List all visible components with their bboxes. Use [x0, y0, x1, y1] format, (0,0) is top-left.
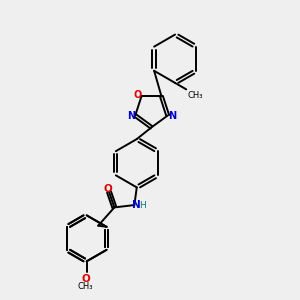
Text: CH₃: CH₃ — [188, 91, 203, 100]
Text: O: O — [81, 274, 90, 284]
Text: N: N — [127, 111, 135, 121]
Text: O: O — [103, 184, 112, 194]
Text: N: N — [132, 200, 140, 210]
Text: H: H — [139, 201, 145, 210]
Text: CH₃: CH₃ — [77, 282, 93, 291]
Text: O: O — [133, 90, 141, 100]
Text: N: N — [168, 111, 176, 121]
